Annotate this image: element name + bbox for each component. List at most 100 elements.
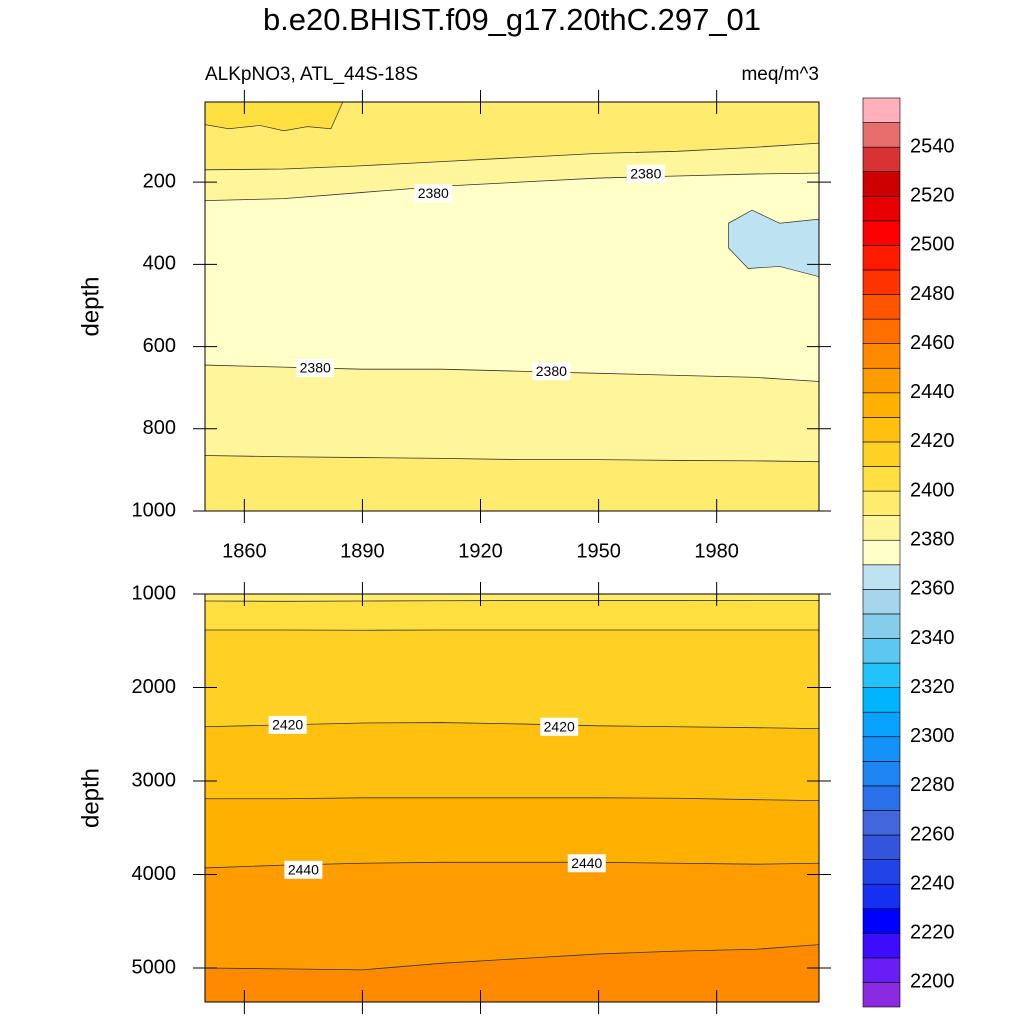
colorbar-label: 2480 <box>910 283 955 305</box>
y-tick-label: 5000 <box>132 956 177 978</box>
x-tick-label: 1890 <box>340 540 385 562</box>
left-string: ALKpNO3, ATL_44S-18S <box>205 64 418 85</box>
colorbar-box <box>862 367 901 394</box>
colorbar-box <box>862 466 901 492</box>
contour-label-box <box>540 717 579 736</box>
y-tick-label: 1000 <box>132 499 177 521</box>
colorbar-label: 2460 <box>910 332 955 354</box>
colorbar-label: 2320 <box>910 676 955 698</box>
x-tick-label: 1920 <box>458 540 503 562</box>
colorbar-box <box>862 245 901 271</box>
colorbar-box <box>862 957 901 983</box>
right-string: meq/m^3 <box>741 64 819 85</box>
x-tick-label: 1950 <box>576 540 621 562</box>
plot-area <box>205 594 819 1002</box>
colorbar-box <box>862 441 901 467</box>
colorbar-box <box>862 687 901 713</box>
colorbar-label: 2220 <box>910 922 955 944</box>
contour-line <box>205 172 819 202</box>
contour-label: 2420 <box>544 718 575 734</box>
colorbar-box <box>862 195 901 222</box>
y-tick-label: 4000 <box>132 863 177 885</box>
colorbar-label: 2540 <box>910 135 955 157</box>
colorbar-box <box>862 982 901 1008</box>
colorbar-label: 2440 <box>910 381 955 403</box>
y-axis-label: depth <box>77 768 104 828</box>
colorbar-label: 2300 <box>910 725 955 747</box>
colorbar-label: 2400 <box>910 479 955 501</box>
colorbar-box <box>862 564 901 590</box>
colorbar-box <box>862 908 901 934</box>
colorbar-box <box>862 171 901 197</box>
contour-label-box <box>567 854 606 873</box>
contour-patch <box>728 209 819 278</box>
colorbar-box <box>862 883 901 910</box>
colorbar-label: 2340 <box>910 627 955 649</box>
contour-label: 2380 <box>418 185 449 201</box>
contour-label-box <box>626 164 665 183</box>
colorbar-box <box>862 662 901 688</box>
plot-border <box>204 101 820 512</box>
x-tick-label: 1860 <box>222 540 267 562</box>
colorbar-box <box>862 761 901 787</box>
colorbar-box <box>862 294 901 320</box>
contour-line <box>205 722 819 730</box>
contour-line <box>205 599 819 602</box>
contour-patch <box>205 102 344 132</box>
colorbar-label: 2380 <box>910 528 955 550</box>
contour-label-box <box>268 715 307 734</box>
contour-label: 2440 <box>571 855 602 871</box>
y-tick-label: 200 <box>143 170 176 192</box>
colorbar-box <box>862 589 901 615</box>
colorbar-box <box>862 417 901 443</box>
colorbar-box <box>862 269 901 295</box>
colorbar-box <box>862 515 901 541</box>
y-tick-label: 3000 <box>132 769 177 791</box>
contour-label: 2380 <box>630 166 661 182</box>
colorbar-box <box>862 97 901 123</box>
contour-line <box>205 142 819 171</box>
figure-title: b.e20.BHIST.f09_g17.20thC.297_01 <box>263 2 761 37</box>
y-tick-label: 2000 <box>132 676 177 698</box>
contour-band <box>205 944 819 1002</box>
colorbar-box <box>862 613 901 639</box>
colorbar-label: 2280 <box>910 774 955 796</box>
colorbar-box <box>862 220 901 246</box>
contour-label: 2380 <box>536 363 567 379</box>
contour-line <box>205 944 819 971</box>
colorbar-box <box>862 122 901 148</box>
y-tick-label: 800 <box>143 417 176 439</box>
colorbar-box <box>862 859 901 885</box>
plot-area <box>205 102 819 511</box>
colorbar-box <box>862 785 901 811</box>
colorbar-box <box>862 736 901 762</box>
plot-border <box>204 593 820 1003</box>
colorbar-box <box>862 638 901 664</box>
x-tick-label: 1980 <box>694 540 739 562</box>
contour-label-box <box>284 860 323 879</box>
contour-line <box>205 797 819 802</box>
colorbar-box <box>862 146 901 173</box>
colorbar-box <box>862 834 901 860</box>
colorbar-box <box>862 392 901 418</box>
colorbar-box <box>862 810 901 836</box>
colorbar-box <box>862 539 901 566</box>
contour-label: 2380 <box>300 360 331 376</box>
colorbar-label: 2420 <box>910 430 955 452</box>
contour-line <box>205 455 819 463</box>
contour-label: 2420 <box>272 717 303 733</box>
colorbar-label: 2200 <box>910 971 955 993</box>
y-tick-label: 600 <box>143 335 176 357</box>
y-tick-label: 1000 <box>132 582 177 604</box>
colorbar-box <box>862 711 901 738</box>
contour-label-box <box>414 184 453 203</box>
colorbar-label: 2260 <box>910 823 955 845</box>
contour-label-box <box>296 358 335 377</box>
colorbar-box <box>862 318 901 344</box>
contour-label: 2440 <box>288 862 319 878</box>
y-tick-label: 400 <box>143 253 176 275</box>
contour-label-box <box>532 362 571 381</box>
colorbar-label: 2520 <box>910 185 955 207</box>
y-axis-label: depth <box>77 276 104 336</box>
